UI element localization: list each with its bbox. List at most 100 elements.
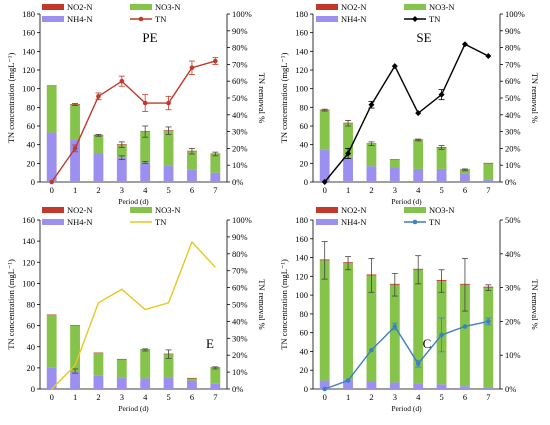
bar-no3-n bbox=[389, 284, 400, 383]
line-point bbox=[415, 110, 422, 117]
legend-label: NH4-N bbox=[67, 14, 93, 24]
y-axis-title: TN concentration (mgL⁻¹) bbox=[279, 53, 289, 144]
line-point bbox=[96, 94, 101, 99]
y-tick-label: 100 bbox=[22, 278, 35, 288]
bar-nh4-n bbox=[210, 172, 221, 182]
bar-nh4-n bbox=[70, 139, 80, 182]
y-tick-label: 60 bbox=[300, 328, 309, 338]
bar-nh4-n bbox=[116, 157, 127, 182]
bar-no3-n bbox=[46, 315, 57, 368]
bar-no2-n bbox=[187, 377, 197, 379]
y2-tick-label: 90% bbox=[232, 26, 248, 36]
line-point bbox=[461, 41, 468, 48]
y2-tick-label: 0% bbox=[232, 384, 243, 394]
x-tick-label: 7 bbox=[213, 392, 217, 402]
x-tick-label: 1 bbox=[346, 392, 350, 402]
y-tick-label: 140 bbox=[22, 46, 35, 56]
line-point bbox=[462, 324, 468, 329]
y-tick-label: 60 bbox=[27, 121, 36, 131]
bar-no3-n bbox=[210, 367, 221, 384]
bar-no3-n bbox=[460, 169, 470, 174]
y2-tick-label: 30% bbox=[232, 127, 248, 137]
line-point bbox=[321, 179, 328, 185]
legend-label: NO3-N bbox=[155, 205, 181, 215]
y-tick-label: 0 bbox=[304, 177, 308, 187]
y2-tick-label: 40% bbox=[232, 110, 248, 120]
y2-tick-label: 70% bbox=[505, 59, 521, 69]
y-tick-label: 80 bbox=[300, 102, 309, 112]
y-tick-label: 120 bbox=[22, 65, 35, 75]
bar-no3-n bbox=[460, 284, 470, 387]
y2-tick-label: 50% bbox=[232, 93, 248, 103]
y2-tick-label: 10% bbox=[232, 367, 248, 377]
y-axis-title: TN concentration (mgL⁻¹) bbox=[6, 53, 16, 144]
line-point bbox=[368, 101, 375, 108]
line-point bbox=[345, 150, 352, 157]
x-tick-label: 2 bbox=[369, 185, 373, 195]
panel-title: E bbox=[206, 336, 214, 351]
y2-tick-label: 20% bbox=[232, 143, 248, 153]
x-axis-title: Period (d) bbox=[391, 404, 422, 413]
bar-no3-n bbox=[70, 104, 80, 140]
y-tick-label: 0 bbox=[31, 384, 35, 394]
y2-axis-title: TN removal % bbox=[257, 279, 267, 330]
bar-no2-n bbox=[46, 314, 57, 316]
y2-tick-label: 0% bbox=[505, 384, 516, 394]
line-point bbox=[142, 100, 148, 106]
bar-nh4-n bbox=[366, 166, 377, 182]
bar-no3-n bbox=[187, 378, 197, 381]
y2-tick-label: 100% bbox=[232, 9, 252, 19]
legend-label: TN bbox=[429, 14, 440, 24]
x-tick-label: 3 bbox=[120, 392, 124, 402]
bar-nh4-n bbox=[436, 384, 447, 389]
x-tick-label: 0 bbox=[323, 392, 327, 402]
x-tick-label: 4 bbox=[416, 185, 421, 195]
panel-title: PE bbox=[142, 30, 157, 45]
y2-tick-label: 60% bbox=[232, 283, 248, 293]
y2-tick-label: 80% bbox=[232, 43, 248, 53]
chart-panel-c: 0204060801001201401601800%10%20%30%40%50… bbox=[279, 205, 540, 413]
bar-no3-n bbox=[483, 287, 494, 388]
x-tick-label: 6 bbox=[463, 185, 467, 195]
y-tick-label: 80 bbox=[27, 300, 36, 310]
y2-tick-label: 90% bbox=[505, 26, 521, 36]
y-tick-label: 100 bbox=[295, 290, 308, 300]
line-point bbox=[189, 65, 195, 71]
line-tn bbox=[51, 60, 216, 183]
bar-nh4-n bbox=[163, 377, 174, 389]
legend-swatch bbox=[316, 219, 338, 225]
y-tick-label: 180 bbox=[295, 215, 308, 225]
line-point bbox=[486, 319, 491, 324]
x-tick-label: 0 bbox=[50, 392, 54, 402]
y-tick-label: 160 bbox=[22, 28, 35, 38]
bar-nh4-n bbox=[210, 383, 221, 389]
bar-nh4-n bbox=[483, 387, 494, 389]
bar-no3-n bbox=[483, 163, 494, 180]
y2-tick-label: 20% bbox=[505, 316, 521, 326]
bar-no2-n bbox=[483, 162, 494, 164]
x-tick-label: 4 bbox=[416, 392, 421, 402]
bar-no2-n bbox=[116, 358, 127, 360]
bar-no3-n bbox=[163, 130, 174, 166]
bar-no3-n bbox=[343, 123, 353, 157]
bar-no2-n bbox=[93, 352, 104, 354]
bar-nh4-n bbox=[460, 386, 470, 389]
legend-swatch bbox=[316, 4, 338, 10]
legend-marker bbox=[138, 16, 144, 22]
x-tick-label: 7 bbox=[486, 185, 490, 195]
bar-no3-n bbox=[140, 349, 151, 379]
bar-no2-n bbox=[389, 159, 400, 160]
legend-label: TN bbox=[155, 14, 166, 24]
line-point bbox=[391, 63, 398, 70]
x-tick-label: 0 bbox=[323, 185, 327, 195]
y-tick-label: 40 bbox=[300, 346, 309, 356]
line-point bbox=[322, 386, 327, 392]
bar-no3-n bbox=[319, 260, 330, 381]
y-tick-label: 100 bbox=[295, 84, 308, 94]
y2-tick-label: 10% bbox=[505, 350, 521, 360]
legend-swatch bbox=[42, 219, 64, 225]
y-tick-label: 20 bbox=[27, 158, 36, 168]
legend-label: NO3-N bbox=[429, 2, 455, 12]
x-tick-label: 5 bbox=[166, 392, 170, 402]
